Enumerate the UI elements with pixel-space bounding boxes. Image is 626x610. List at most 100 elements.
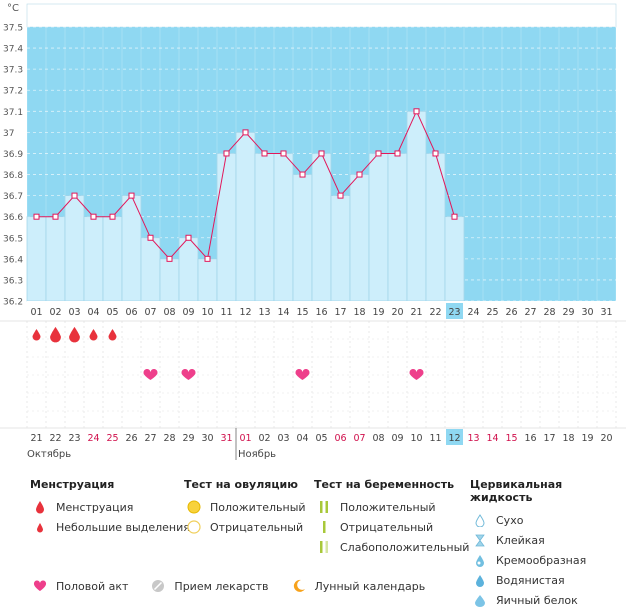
legend-item: Небольшие выделения <box>30 517 190 537</box>
legend-label: Кремообразная <box>496 553 587 567</box>
temperature-bar <box>406 110 427 302</box>
menstruation-drop-icon <box>108 329 117 341</box>
heart-icon <box>30 578 50 594</box>
cycle-day-label: 03 <box>68 307 80 318</box>
legend-item: Прием лекарств <box>148 578 269 594</box>
faint-lines-icon <box>314 539 334 555</box>
temperature-bar <box>330 195 351 302</box>
y-tick-label: 37.4 <box>3 45 23 55</box>
legend-title: Тест на овуляцию <box>184 478 298 491</box>
line-layer <box>33 108 458 262</box>
temperature-point <box>185 234 192 241</box>
temperature-point <box>71 192 78 199</box>
legend-title: Цервикальная жидкость <box>470 478 563 504</box>
cycle-day-label: 10 <box>201 307 213 318</box>
intercourse-heart-icon <box>409 368 424 380</box>
temperature-point <box>147 234 154 241</box>
cycle-day-label: 02 <box>49 307 61 318</box>
date-label: 20 <box>600 433 612 444</box>
legend-item: Водянистая <box>470 570 626 590</box>
legend-pregnancy-test: Тест на беременность Положительный Отриц… <box>314 478 469 557</box>
cycle-day-label: 27 <box>524 307 536 318</box>
cycle-day-label: 07 <box>144 307 156 318</box>
temperature-point <box>432 150 439 157</box>
legend-ovulation-test: Тест на овуляцию Положительный Отрицател… <box>184 478 306 537</box>
y-tick-label: 37.3 <box>3 66 23 76</box>
temperature-bar <box>140 237 161 302</box>
y-tick-label: 36.9 <box>3 150 23 160</box>
cycle-day-label: 13 <box>258 307 270 318</box>
current-day-badge <box>446 303 463 319</box>
cycle-day-label: 31 <box>600 307 612 318</box>
date-label: 09 <box>391 433 403 444</box>
legend-cervical-fluid: Цервикальная жидкость Сухо Клейкая Кремо… <box>470 478 626 610</box>
date-label: 12 <box>448 433 460 444</box>
temperature-point <box>52 213 59 220</box>
temperature-bar <box>197 258 218 302</box>
legend-bottom-row: Половой акт Прием лекарств Лунный календ… <box>30 578 445 594</box>
legend-item: Лунный календарь <box>289 578 425 594</box>
date-label: 24 <box>87 433 99 444</box>
egg-white-drop-icon <box>470 592 490 608</box>
temperature-bar <box>368 153 389 302</box>
current-date-badge <box>446 429 463 445</box>
menstruation-drop-icon <box>50 326 61 343</box>
date-label: 23 <box>68 433 80 444</box>
date-label: 04 <box>296 433 308 444</box>
temperature-bar <box>387 153 408 302</box>
date-label: 05 <box>315 433 327 444</box>
temperature-bar <box>102 216 123 302</box>
temperature-point <box>261 150 268 157</box>
legend-item: Менструация <box>30 497 190 517</box>
legend-label: Отрицательный <box>210 520 304 534</box>
moon-icon <box>289 578 309 594</box>
legend-item: Отрицательный <box>184 517 306 537</box>
date-label: 19 <box>581 433 593 444</box>
temperature-point <box>166 255 173 262</box>
temperature-bar <box>254 153 275 302</box>
date-label: 10 <box>410 433 422 444</box>
date-label: 30 <box>201 433 213 444</box>
cycle-day-label: 25 <box>486 307 498 318</box>
temperature-bar <box>178 237 199 302</box>
temperature-point <box>337 192 344 199</box>
cycle-day-label: 22 <box>429 307 441 318</box>
filled-circle-icon <box>184 499 204 515</box>
legend-label: Слабоположительный <box>340 540 470 554</box>
temperature-bar <box>311 153 332 302</box>
dates-layer: 21 22 23 24 25 26 27 28 29 30 31 01 02 03 04 05 06 07 08 09… <box>0 427 626 460</box>
date-label: 17 <box>543 433 555 444</box>
date-label: 08 <box>372 433 384 444</box>
temperature-bar <box>64 195 85 302</box>
cycle-day-label: 17 <box>334 307 346 318</box>
legend-title: Менструация <box>30 478 115 491</box>
date-label: 01 <box>239 433 251 444</box>
events-layer <box>26 321 617 428</box>
date-label: 07 <box>353 433 365 444</box>
y-tick-label: 36.5 <box>3 234 23 244</box>
temperature-bar <box>45 216 66 302</box>
y-tick-label: 37.5 <box>3 24 23 34</box>
cycle-day-label: 12 <box>239 307 251 318</box>
legend-item: Слабоположительный <box>314 537 469 557</box>
y-tick-label: 36.7 <box>3 192 23 202</box>
temperature-bar <box>159 258 180 302</box>
legend-label: Половой акт <box>56 579 129 593</box>
date-label: 21 <box>30 433 42 444</box>
legend-item: Сухо <box>470 510 626 530</box>
cycle-day-label: 01 <box>30 307 42 318</box>
legend-item: Положительный <box>314 497 469 517</box>
date-label: 28 <box>163 433 175 444</box>
legend-item: Кремообразная <box>470 550 626 570</box>
plot-top-strip <box>26 3 617 28</box>
axis-layer: °C 36.2 36.3 36.4 36.5 36.6 36.7 36.8 36.9 37 37.1… <box>0 3 626 322</box>
date-label: 31 <box>220 433 232 444</box>
temperature-bar <box>83 216 104 302</box>
temperature-point <box>223 150 230 157</box>
cycle-day-label: 04 <box>87 307 99 318</box>
temperature-point <box>109 213 116 220</box>
cycle-day-label: 08 <box>163 307 175 318</box>
legend-label: Яичный белок <box>496 593 578 607</box>
menstruation-drop-icon <box>32 329 41 341</box>
legend-title: Тест на беременность <box>314 478 455 491</box>
